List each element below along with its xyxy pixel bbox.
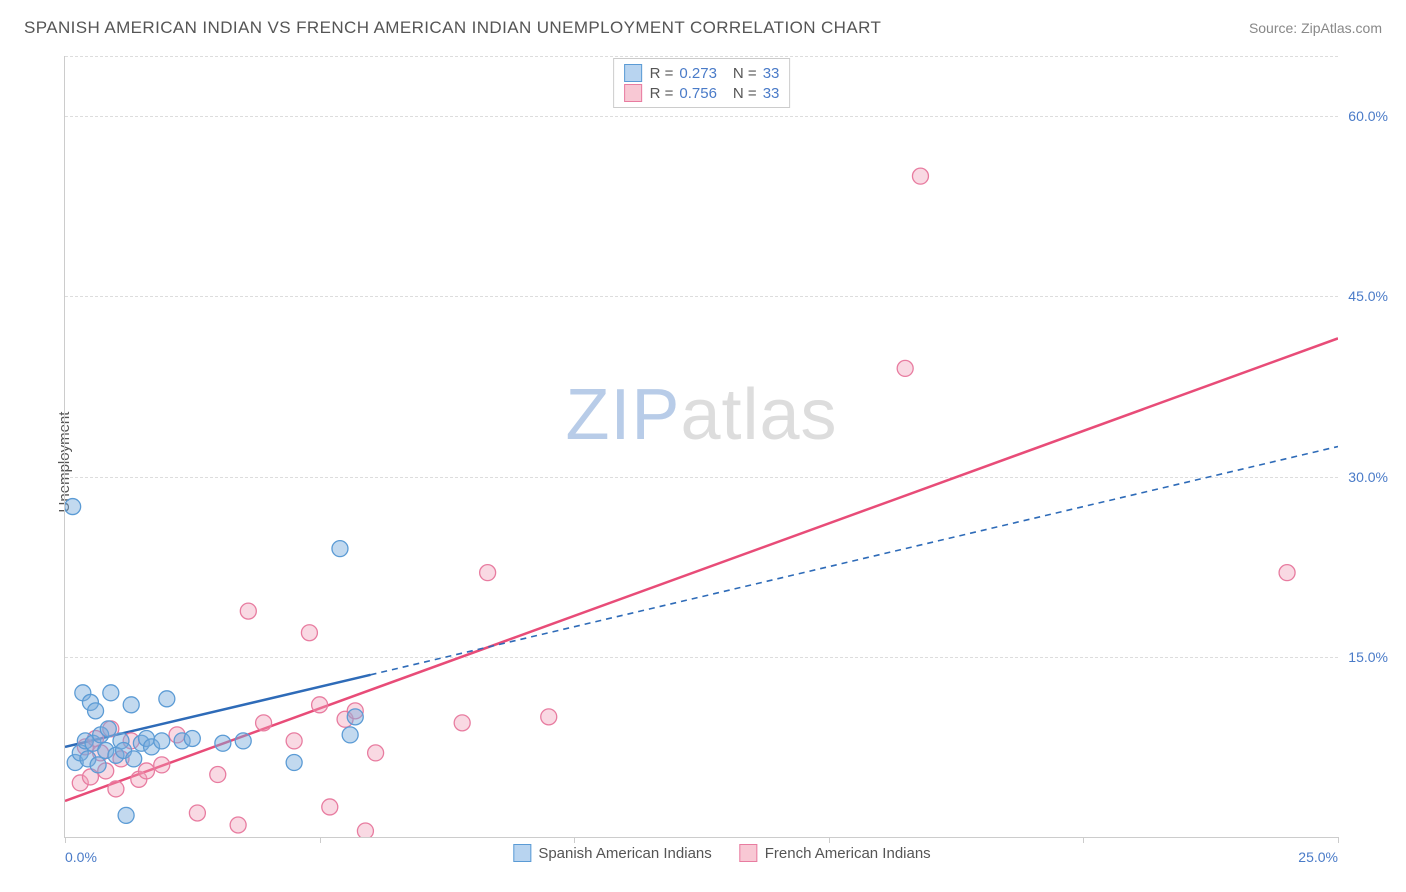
chart-title: SPANISH AMERICAN INDIAN VS FRENCH AMERIC… [24,18,881,38]
legend-swatch-blue [624,64,642,82]
legend-label: Spanish American Indians [538,845,711,862]
y-tick-label: 15.0% [1348,649,1388,665]
legend-swatch-pink [740,844,758,862]
plot-area: ZIPatlas R = 0.273 N = 33 R = 0.756 N = … [64,56,1338,838]
scatter-plot-svg [65,56,1338,837]
series-legend: Spanish American Indians French American… [513,844,930,862]
legend-item-french: French American Indians [740,844,931,862]
y-tick-label: 60.0% [1348,108,1388,124]
legend-label: French American Indians [765,845,931,862]
legend-item-spanish: Spanish American Indians [513,844,711,862]
correlation-legend: R = 0.273 N = 33 R = 0.756 N = 33 [613,58,791,108]
legend-swatch-blue [513,844,531,862]
y-tick-label: 45.0% [1348,288,1388,304]
legend-row-french: R = 0.756 N = 33 [624,83,780,103]
chart-container: Unemployment ZIPatlas R = 0.273 N = 33 R… [50,56,1394,868]
y-tick-label: 30.0% [1348,469,1388,485]
x-tick-label: 25.0% [1298,849,1338,865]
legend-row-spanish: R = 0.273 N = 33 [624,63,780,83]
legend-swatch-pink [624,84,642,102]
source-attribution: Source: ZipAtlas.com [1249,20,1382,36]
x-tick-label: 0.0% [65,849,97,865]
